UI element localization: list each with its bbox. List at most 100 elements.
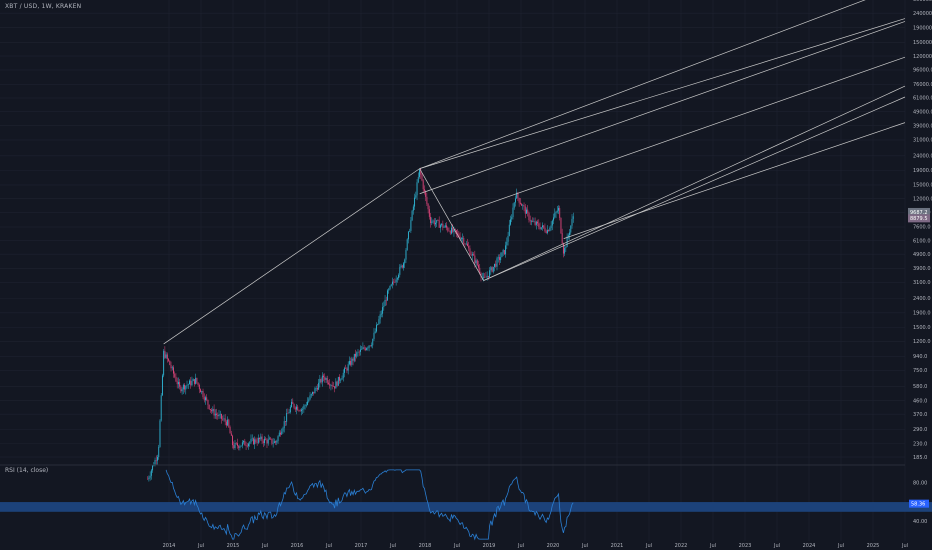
candle-body — [230, 433, 232, 436]
time-tick-label: 2018 — [419, 543, 432, 549]
candle-body — [179, 382, 181, 387]
last-price-value: 9687.2 — [910, 210, 928, 216]
candle-body — [319, 379, 321, 383]
candle-body — [396, 278, 398, 280]
candle-body — [561, 233, 563, 244]
candle-body — [398, 274, 400, 279]
candle-body — [506, 241, 508, 246]
price-tick-label: 230.0 — [913, 441, 927, 447]
candle-body — [271, 438, 273, 444]
time-tick-label: Jul — [773, 543, 780, 549]
channel-lines — [163, 0, 906, 345]
candle-body — [511, 217, 513, 220]
candle-body — [283, 421, 285, 429]
candle-body — [495, 263, 497, 267]
candle-body — [524, 206, 526, 214]
trend-channel-line[interactable] — [419, 18, 906, 169]
candle-body — [158, 446, 160, 458]
candle-body — [471, 254, 473, 256]
candle-body — [260, 436, 262, 440]
candle-body — [484, 276, 486, 278]
candle-body — [227, 419, 229, 426]
rsi-tick-label: 40.00 — [913, 519, 927, 525]
candle-body — [528, 212, 530, 221]
candle-body — [299, 410, 301, 412]
trend-channel-line[interactable] — [483, 85, 906, 281]
candle-body — [533, 221, 535, 223]
time-tick-label: 2016 — [291, 543, 304, 549]
candle-body — [195, 377, 197, 384]
candle-body — [238, 445, 240, 448]
candle-body — [352, 358, 354, 361]
candle-body — [544, 227, 546, 232]
candle-body — [492, 266, 494, 272]
candle-body — [174, 373, 176, 377]
candle-body — [287, 413, 289, 414]
candle-body — [345, 368, 347, 369]
trend-channel-line[interactable] — [451, 56, 906, 217]
time-axis[interactable]: 2014 Jul 2015 Jul 2016 Jul 2017 Jul 2018 Jul 2019 J… — [163, 543, 908, 549]
price-tick-label: 940.0 — [913, 354, 927, 360]
candle-body — [173, 367, 174, 374]
candle-body — [177, 382, 179, 385]
candle-body — [184, 384, 186, 390]
candle-body — [208, 404, 210, 410]
candle-body — [443, 226, 445, 228]
symbol-title: XBT / USD, 1W, KRAKEN — [5, 3, 82, 10]
trend-channel-line[interactable] — [563, 122, 906, 239]
candle-body — [344, 368, 345, 373]
candle-body — [537, 221, 539, 224]
candle-body — [286, 413, 288, 422]
candle-body — [225, 421, 227, 426]
time-tick-label: Jul — [325, 543, 332, 549]
candle-body — [385, 299, 387, 301]
rsi-overbought-band — [0, 502, 932, 512]
time-tick-label: Jul — [709, 543, 716, 549]
candle-body — [428, 209, 430, 217]
candle-body — [451, 227, 452, 234]
candle-body — [265, 438, 267, 440]
candle-body — [442, 223, 444, 228]
candle-body — [540, 227, 542, 230]
candles — [147, 167, 574, 482]
candle-body — [401, 265, 403, 268]
candle-body — [516, 192, 518, 199]
candle-body — [353, 353, 355, 361]
candle-body — [416, 182, 418, 196]
candle-body — [507, 235, 509, 242]
trend-channel-line[interactable] — [163, 168, 420, 345]
time-tick-label: Jul — [389, 543, 396, 549]
candle-body — [264, 438, 265, 443]
candle-body — [314, 388, 316, 394]
candle-body — [480, 273, 482, 278]
candle-body — [248, 443, 249, 447]
candle-body — [255, 439, 257, 443]
candle-body — [501, 252, 503, 258]
candle-body — [360, 349, 361, 352]
candle-body — [325, 378, 327, 380]
candle-body — [356, 352, 358, 357]
candle-body — [300, 409, 302, 412]
candle-body — [400, 265, 402, 267]
candle-body — [403, 263, 404, 268]
trend-channel-line[interactable] — [483, 96, 906, 281]
candle-body — [329, 383, 331, 386]
candle-body — [161, 375, 163, 396]
trend-channel-line[interactable] — [419, 168, 484, 281]
trend-channel-line[interactable] — [419, 0, 905, 169]
candle-body — [246, 445, 248, 447]
candle-body — [435, 222, 436, 225]
candle-body — [348, 360, 350, 365]
trend-channel-line[interactable] — [419, 21, 906, 195]
candle-body — [503, 250, 505, 255]
candle-body — [455, 230, 457, 233]
time-tick-label: 2023 — [739, 543, 752, 549]
rsi-band — [0, 502, 932, 512]
candle-body — [476, 260, 478, 266]
candle-body — [251, 438, 253, 440]
candle-body — [534, 221, 536, 225]
candle-body — [508, 224, 510, 236]
candle-body — [186, 385, 188, 386]
